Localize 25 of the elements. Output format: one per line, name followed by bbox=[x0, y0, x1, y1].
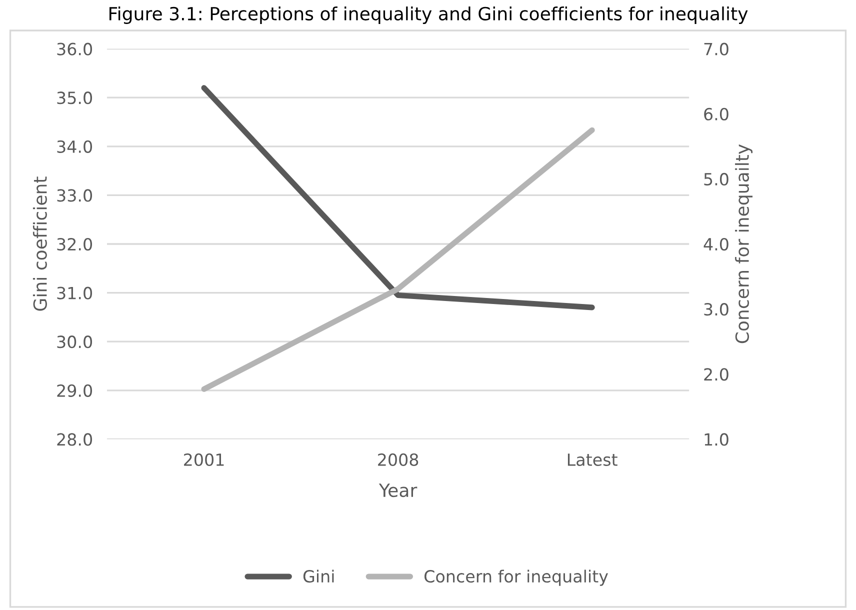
y2-tick-label: 5.0 bbox=[704, 172, 728, 186]
y-tick-label: 28.0 bbox=[57, 433, 92, 446]
y2-tick-label: 7.0 bbox=[704, 42, 728, 56]
y2-tick-label: 2.0 bbox=[704, 368, 728, 381]
y-tick-label: 32.0 bbox=[57, 238, 92, 251]
legend-label: Concern for inequality bbox=[424, 570, 608, 586]
y-tick-label: 33.0 bbox=[57, 189, 92, 202]
y-tick-label: 36.0 bbox=[57, 42, 92, 56]
y-tick-label: 30.0 bbox=[57, 336, 92, 348]
x-axis-title: Year bbox=[378, 484, 418, 498]
chart-title: Figure 3.1: Perceptions of inequality and Gini coefficients for inequality bbox=[110, 6, 748, 24]
y-tick-label: 31.0 bbox=[57, 286, 92, 300]
y2-tick-label: 6.0 bbox=[704, 108, 728, 120]
x-tick-label: Latest bbox=[568, 454, 618, 466]
y-tick-label: 35.0 bbox=[57, 92, 92, 104]
x-tick-label: 2008 bbox=[378, 453, 418, 466]
legend-label: Gini bbox=[303, 570, 334, 583]
x-tick-label: 2001 bbox=[184, 453, 224, 466]
y2-axis-title: Concern for inequailty bbox=[735, 144, 753, 344]
y-axis-title: Gini coefficient bbox=[32, 176, 47, 311]
y-tick-label: 34.0 bbox=[57, 140, 92, 153]
y-tick-label: 29.0 bbox=[57, 384, 92, 397]
y2-tick-label: 3.0 bbox=[704, 303, 728, 316]
y2-tick-label: 1.0 bbox=[704, 433, 728, 446]
y2-tick-label: 4.0 bbox=[704, 238, 728, 251]
